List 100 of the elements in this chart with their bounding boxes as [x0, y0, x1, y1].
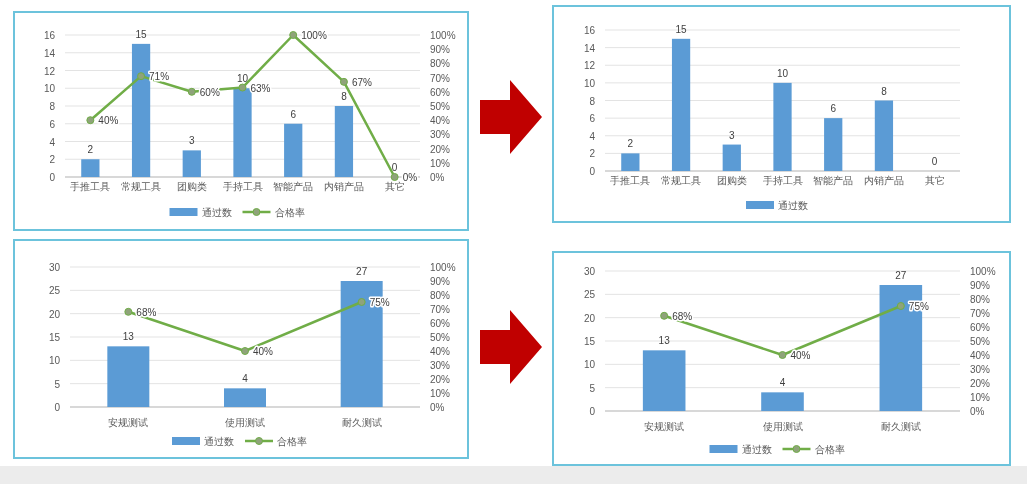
y2-tick-label: 60%: [970, 322, 991, 333]
bar: [642, 350, 686, 411]
y-tick-label: 15: [48, 332, 61, 343]
point: [124, 307, 133, 316]
legend-label: 通过数: [778, 200, 808, 211]
x-tick-label: 内销产品: [323, 181, 364, 192]
data-label: 10: [776, 67, 789, 79]
y-tick-label: 14: [43, 47, 56, 59]
data-label: 27: [895, 270, 907, 281]
point: [241, 347, 249, 355]
y-tick-label: 10: [48, 355, 61, 367]
bar: [131, 43, 151, 177]
x-tick-label: 手持工具: [222, 181, 263, 192]
bar: [284, 123, 303, 177]
y-tick-label: 12: [43, 65, 56, 77]
y-tick-label: 16: [583, 25, 596, 36]
y-tick-label: 20: [583, 312, 596, 324]
y2-tick-label: 0%: [970, 406, 985, 417]
y-tick-label: 30: [48, 262, 61, 273]
y2-tick-label: 80%: [430, 290, 451, 301]
y-tick-label: 30: [583, 266, 596, 277]
data-label: 4: [779, 377, 786, 389]
y2-tick-label: 80%: [430, 58, 451, 70]
x-tick-label: 其它: [384, 181, 405, 192]
y2-tick-label: 10%: [430, 157, 451, 169]
y2-tick-label: 70%: [430, 304, 451, 315]
y-tick-label: 15: [583, 336, 596, 347]
y-tick-label: 4: [589, 130, 596, 142]
data-label: 2: [87, 144, 94, 156]
data-label: 40%: [98, 115, 119, 127]
y-tick-label: 6: [49, 118, 56, 130]
y2-tick-label: 90%: [430, 276, 451, 287]
data-label: 100%: [301, 30, 327, 41]
x-tick-label: 常规工具: [661, 175, 702, 186]
x-tick-label: 常规工具: [121, 181, 162, 192]
point: [137, 72, 146, 81]
bar: [722, 144, 741, 171]
bar: [621, 153, 640, 171]
y2-tick-label: 100%: [970, 266, 996, 277]
y2-tick-label: 30%: [430, 360, 451, 371]
data-label: 67%: [351, 76, 373, 88]
bar: [81, 159, 100, 177]
y-tick-label: 5: [589, 382, 596, 394]
y2-tick-label: 40%: [430, 115, 451, 127]
y-tick-label: 8: [49, 101, 56, 112]
y-tick-label: 0: [49, 172, 56, 183]
x-tick-label: 手推工具: [610, 175, 651, 186]
y-tick-label: 5: [54, 378, 61, 390]
point: [660, 311, 669, 320]
data-label: 0: [931, 156, 938, 167]
y-tick-label: 10: [583, 77, 596, 89]
y2-tick-label: 50%: [970, 336, 991, 347]
y2-tick-label: 100%: [430, 30, 456, 41]
y-tick-label: 20: [48, 308, 61, 320]
data-label: 3: [189, 135, 195, 147]
data-label: 8: [341, 91, 348, 102]
data-label: 8: [881, 85, 888, 97]
x-tick-label: 智能产品: [813, 175, 854, 186]
y2-tick-label: 0%: [430, 402, 445, 413]
y-tick-label: 10: [43, 83, 56, 95]
x-tick-label: 团购类: [176, 181, 207, 192]
data-label: 68%: [672, 310, 693, 322]
point: [289, 31, 298, 39]
y2-tick-label: 30%: [970, 364, 991, 375]
data-label: 3: [729, 129, 735, 141]
data-label: 4: [242, 373, 249, 385]
y2-tick-label: 20%: [430, 374, 451, 385]
x-tick-label: 手持工具: [762, 175, 803, 186]
y-tick-label: 6: [589, 113, 596, 125]
point: [390, 173, 399, 181]
legend-label: 合格率: [277, 436, 307, 447]
bar: [761, 392, 804, 411]
x-tick-label: 使用测试: [762, 421, 803, 432]
point: [339, 77, 348, 86]
x-tick-label: 安规测试: [108, 417, 149, 428]
y-tick-label: 25: [48, 285, 61, 297]
x-tick-label: 智能产品: [273, 181, 314, 192]
x-tick-label: 耐久测试: [880, 421, 921, 432]
y-tick-label: 2: [589, 148, 596, 160]
bar: [874, 100, 894, 171]
data-label: 68%: [136, 306, 157, 318]
legend-label: 合格率: [274, 207, 305, 218]
bar: [233, 88, 252, 177]
y-tick-label: 12: [583, 60, 596, 72]
y2-tick-label: 100%: [430, 262, 456, 273]
y2-tick-label: 60%: [430, 86, 451, 98]
bar: [773, 82, 792, 171]
y-tick-label: 0: [589, 166, 596, 177]
point: [778, 351, 787, 359]
data-label: 40%: [253, 346, 274, 357]
point: [238, 83, 247, 92]
y2-tick-label: 90%: [970, 280, 991, 291]
y2-tick-label: 40%: [430, 346, 451, 357]
y-tick-label: 25: [583, 289, 596, 301]
y-tick-label: 10: [583, 359, 596, 371]
y2-tick-label: 90%: [430, 44, 451, 56]
y2-tick-label: 0%: [430, 172, 445, 183]
x-tick-label: 使用测试: [225, 417, 265, 428]
data-label: 40%: [790, 350, 811, 361]
y2-tick-label: 80%: [970, 294, 991, 305]
